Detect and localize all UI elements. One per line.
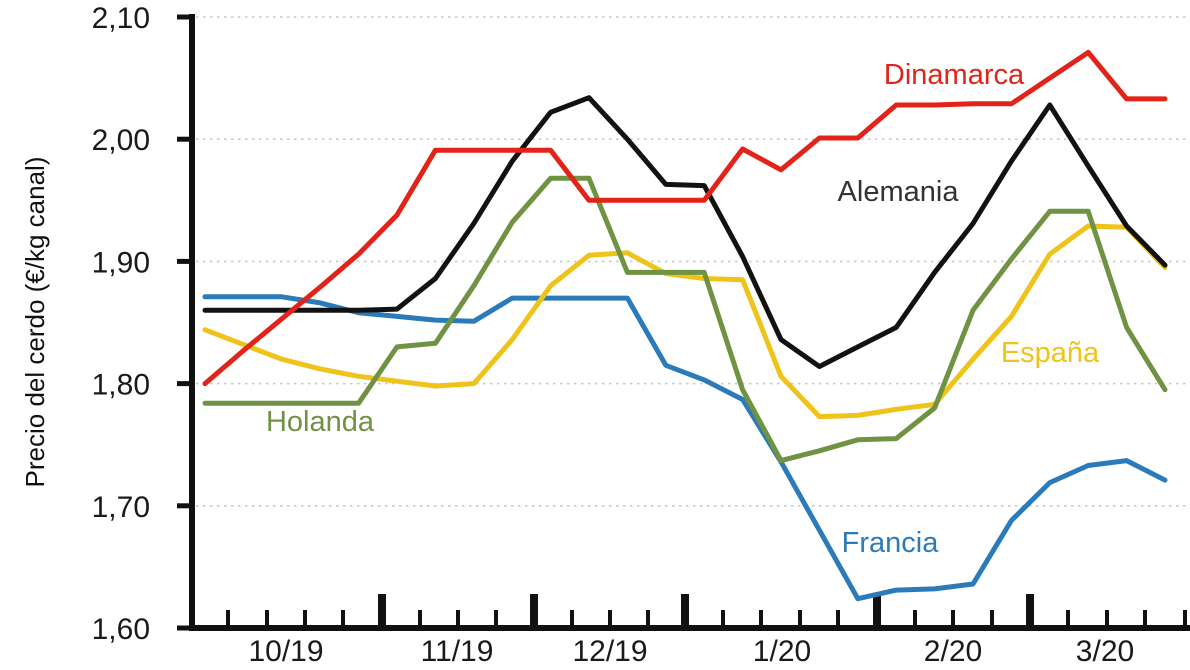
series-label-francia: Francia	[842, 527, 940, 559]
y-tick-label: 1,60	[92, 613, 150, 646]
y-axis-title: Precio del cerdo (€/kg canal)	[20, 157, 50, 488]
series-line-alemania	[202, 95, 1168, 369]
series-line-españa	[202, 223, 1168, 420]
y-tick-label: 2,10	[92, 2, 150, 35]
y-tick-label: 2,00	[92, 124, 150, 157]
x-tick-label: 3/20	[1076, 635, 1134, 668]
series-line-holanda	[202, 175, 1168, 464]
series-label-holanda: Holanda	[266, 406, 375, 438]
x-tick-label: 1/20	[753, 635, 811, 668]
x-tick-label: 2/20	[924, 635, 982, 668]
series-label-alemania: Alemania	[838, 176, 960, 208]
series-label-dinamarca: Dinamarca	[884, 59, 1025, 91]
series-label-españa: España	[1001, 337, 1100, 369]
series-line-francia	[202, 294, 1168, 602]
y-tick-label: 1,80	[92, 369, 150, 402]
y-tick-label: 1,90	[92, 246, 150, 279]
x-tick-label: 12/19	[572, 635, 647, 668]
x-tick-label: 11/19	[421, 635, 494, 668]
y-tick-label: 1,70	[92, 491, 150, 524]
series-line-dinamarca	[202, 49, 1168, 387]
x-tick-label: 10/19	[248, 635, 323, 668]
